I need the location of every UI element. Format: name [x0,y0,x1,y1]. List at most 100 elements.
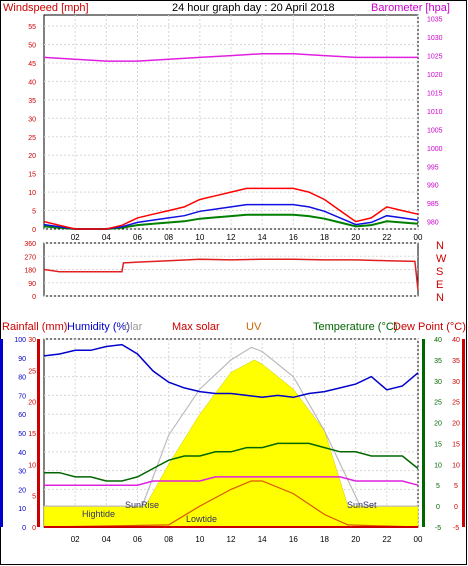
humidity-tick-label: 20 [18,487,26,494]
compass-label: N [436,240,444,252]
solar-fill-layer [43,359,419,528]
barometer-tick-label: 980 [427,220,439,227]
windspeed-tick-label: 25 [28,135,36,142]
rain-tick-label: 25 [28,368,36,375]
climate-x-tick-label: 00 [414,535,423,544]
rain-tick-label: 20 [28,400,36,407]
rain-tick-label: 10 [28,462,36,469]
rain-axis-bar [37,339,40,527]
climate-x-tick-label: 12 [227,535,236,544]
compass-label: W [436,253,447,265]
wind-x-tick-label: 12 [227,233,236,242]
barometer-tick-label: 995 [427,164,439,171]
lowtide-annotation: Lowtide [186,514,217,524]
dewpoint-tick-label: 30 [452,379,460,386]
wind-x-tick-label: 14 [258,233,267,242]
humidity-axis-bar [0,339,3,527]
humidity-tick-label: 70 [18,393,26,400]
windspeed-tick-label: 0 [32,227,36,234]
dewpoint-tick-label: 35 [452,358,460,365]
dewpoint-line [44,476,419,486]
temperature-tick-label: 40 [434,337,442,344]
barometer-tick-label: 1020 [427,72,443,79]
wind-x-tick-label: 00 [414,233,423,242]
barometer-tick-label: 1000 [427,146,443,153]
humidity-tick-label: 10 [18,506,26,513]
solar-axis-label: olar [124,321,143,333]
temperature-tick-label: 35 [434,358,442,365]
wind-panel-frame [43,14,419,230]
temperature-tick-label: 15 [434,441,442,448]
climate-x-tick-label: 22 [382,535,391,544]
climate-x-tick-label: 06 [133,535,142,544]
uv-label: UV [246,321,262,333]
hightide-annotation: Hightide [82,509,115,519]
rain-tick-label: 5 [32,494,36,501]
wind-x-tick-label: 02 [71,233,80,242]
humidity-tick-label: 40 [18,450,26,457]
wind-x-tick-label: 06 [133,233,142,242]
barometer-tick-label: 990 [427,183,439,190]
climate-x-tick-label: 10 [195,535,204,544]
wind-x-tick-label: 22 [382,233,391,242]
temperature-tick-label: 5 [436,483,440,490]
compass-label: S [436,266,443,278]
climate-x-tick-label: 16 [289,535,298,544]
humidity-axis-label: Humidity (%) [67,321,130,333]
wind-x-tick-label: 04 [102,233,111,242]
barometer-tick-label: 1015 [427,90,443,97]
compass-label: E [436,279,443,291]
dewpoint-tick-label: 5 [454,483,458,490]
dewpoint-tick-label: 15 [452,441,460,448]
max-solar-label: Max solar [172,321,220,333]
barometer-tick-label: 1025 [427,54,443,61]
climate-x-tick-label: 04 [102,535,111,544]
climate-x-tick-label: 18 [320,535,329,544]
windspeed-tick-label: 20 [28,153,36,160]
humidity-tick-label: 60 [18,412,26,419]
rain-tick-label: 15 [28,431,36,438]
barometer-tick-label: 1030 [427,35,443,42]
climate-x-tick-label: 14 [258,535,267,544]
windspeed-tick-label: 55 [28,24,36,31]
wind-x-tick-label: 18 [320,233,329,242]
rain-tick-label: 0 [32,525,36,532]
dewpoint-axis-bar [462,339,465,527]
windspeed-tick-label: 40 [28,79,36,86]
solar-area [43,359,419,528]
barometer-tick-label: 985 [427,201,439,208]
windspeed-tick-label: 5 [32,209,36,216]
climate-x-tick-label: 08 [164,535,173,544]
windspeed-tick-label: 30 [28,116,36,123]
humidity-tick-label: 50 [18,431,26,438]
climate-x-tick-label: 20 [351,535,360,544]
windspeed-tick-label: 15 [28,172,36,179]
humidity-tick-label: 100 [14,337,26,344]
humidity-line [43,343,419,399]
direction-tick-label: 90 [28,281,36,288]
direction-tick-label: 180 [24,268,36,275]
direction-tick-label: 360 [24,241,36,248]
wind-x-tick-label: 08 [164,233,173,242]
temperature-axis-bar [422,339,425,527]
humidity-tick-label: 90 [18,356,26,363]
temperature-tick-label: 20 [434,421,442,428]
direction-tick-label: 0 [32,294,36,301]
dewpoint-tick-label: 10 [452,462,460,469]
uv-line [43,480,419,528]
chart-title: 24 hour graph day : 20 April 2018 [172,2,335,14]
wind-x-tick-label: 20 [351,233,360,242]
temperature-tick-label: 25 [434,400,442,407]
dewpoint-tick-label: 20 [452,421,460,428]
windspeed-tick-label: 45 [28,61,36,68]
max-solar-line [44,346,418,507]
wind-x-tick-label: 16 [289,233,298,242]
windspeed-tick-label: 50 [28,43,36,50]
sunrise-annotation: SunRise [125,500,159,510]
barometer-axis-label: Barometer [hpa] [371,2,450,14]
direction-panel-frame [43,242,419,297]
temperature-axis-label: Temperature (°C) [313,321,397,333]
barometer-tick-label: 1005 [427,127,443,134]
